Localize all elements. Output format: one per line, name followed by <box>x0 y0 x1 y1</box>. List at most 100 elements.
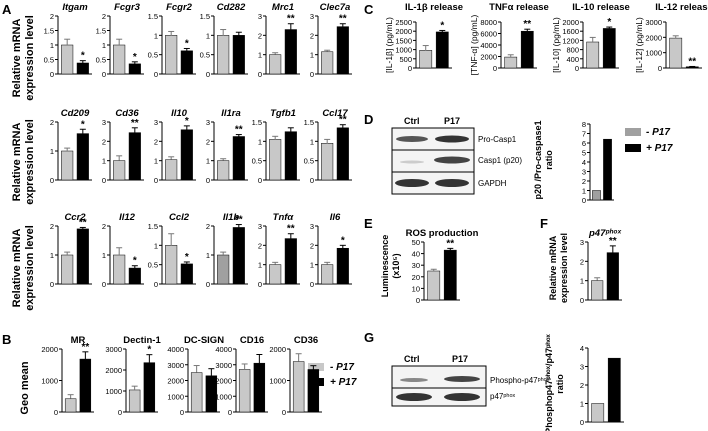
bar-ctrl <box>217 254 230 285</box>
legend-d-plus-swatch <box>625 144 641 152</box>
bar-p17 <box>336 127 349 181</box>
bar-p17 <box>128 132 141 181</box>
panel-label-f: F <box>540 216 548 231</box>
significance-label: ** <box>609 236 617 247</box>
y-tick-label: 3 <box>154 118 158 127</box>
y-tick-label: 2 <box>310 31 314 40</box>
ylabel-casp-line2: ratio <box>544 150 554 170</box>
bar-p17 <box>520 30 534 69</box>
y-tick-label: 2 <box>582 177 586 186</box>
y-tick-label: 500 <box>399 55 412 64</box>
bar-ctrl <box>61 254 74 285</box>
bar-ctrl <box>292 361 305 413</box>
chart-title: Mrc1 <box>272 2 294 13</box>
blot-d-band-gapdh-p17 <box>435 179 469 187</box>
chart-title: Tgfb1 <box>270 108 296 119</box>
panel-label-a: A <box>2 2 12 17</box>
y-tick-label: 0 <box>282 408 286 417</box>
y-tick-label: 0 <box>575 64 579 73</box>
chart-Itgam: Itgam 0 0.5 1 1.5 2 * <box>44 2 92 79</box>
y-tick-label: 0.5 <box>148 51 158 60</box>
chart-title: ROS production <box>406 228 479 239</box>
chart-Ccl2: Ccl2 0 0.5 1 1.5 * <box>148 212 196 289</box>
significance-label: ** <box>235 215 243 226</box>
bar-p17 <box>284 29 297 75</box>
chart-title: IL-12 release <box>655 2 708 13</box>
blot-d-row-casp1-p20: Casp1 (p20) <box>478 156 522 165</box>
chart-CD16: CD16 0 1000 2000 3000 4000 <box>215 335 268 417</box>
chart-title: Ccl17 <box>322 108 348 119</box>
chart-MR: MR 0 1000 2000 ** <box>41 335 94 417</box>
chart-Il1ra: Il1ra 0 1 2 3 ** <box>206 108 248 185</box>
significance-label: * <box>440 20 444 31</box>
y-tick-label: 2 <box>206 222 210 231</box>
bar-p17 <box>607 357 621 423</box>
ylabel-lum-line1: Luminescence <box>380 235 390 298</box>
blot-g-band-phos-ctrl <box>400 378 428 382</box>
y-tick-label: 8000 <box>480 18 497 27</box>
chart-p47: p47ᵖʰᵒˣ 0 1 2 3 ** <box>580 228 622 305</box>
y-tick-label: 2 <box>50 222 54 231</box>
y-tick-label: 1 <box>310 261 314 270</box>
chart-title: Ccr2 <box>64 212 86 223</box>
blot-g-lane-p17: P17 <box>452 354 468 364</box>
y-tick-label: 0 <box>310 176 314 185</box>
bar-ctrl <box>217 160 230 181</box>
y-tick-label: 2 <box>102 222 106 231</box>
significance-label: ** <box>523 19 531 30</box>
chart-title: Itgam <box>62 2 88 13</box>
bar-p17 <box>76 228 89 285</box>
bar-p17 <box>284 238 297 285</box>
chart-Cd209: Cd209 0 1 2 * <box>50 108 92 185</box>
blot-d-band-gapdh-ctrl <box>395 179 429 187</box>
y-tick-label: 3 <box>102 118 106 127</box>
y-tick-label: 0 <box>206 176 210 185</box>
chart-DCSIGN: DC-SIGN 0 1000 2000 3000 4000 <box>167 335 224 417</box>
y-tick-label: 0 <box>102 280 106 289</box>
blot-d-lane-p17: P17 <box>444 116 460 126</box>
legend-b-minus-swatch <box>308 363 324 371</box>
y-tick-label: 2 <box>310 241 314 250</box>
significance-label: * <box>133 256 137 267</box>
y-tick-label: 3 <box>206 118 210 127</box>
y-tick-label: 8 <box>582 120 586 129</box>
y-tick-label: 1 <box>154 31 158 40</box>
chart-Il1b: Il1b 0 1 2 ** <box>206 212 248 289</box>
chart-IL12_rel: IL-12 release 0 1000 2000 3000[IL-12] (pg/mL… <box>634 2 708 73</box>
y-tick-label: 1 <box>102 157 106 166</box>
y-tick-label: 1000 <box>41 377 58 386</box>
y-tick-label: 0 <box>154 70 158 79</box>
y-tick-label: 1 <box>154 241 158 250</box>
y-tick-label: 0.5 <box>96 56 106 65</box>
y-tick-label: 0 <box>408 64 412 73</box>
y-tick-label: 0 <box>582 196 586 205</box>
chart-title: Il6 <box>330 212 341 223</box>
y-tick-label: 0 <box>658 64 662 73</box>
ylabel-casp-ratio: p20 /Pro-caspase1 ratio <box>533 120 554 199</box>
chart-title: TNFα release <box>489 2 549 13</box>
blot-d: Ctrl P17 Pro-Casp1 Casp1 (p20) GAPDH <box>391 116 522 195</box>
y-tick-label: 0.5 <box>304 157 314 166</box>
y-tick-label: 3 <box>310 222 314 231</box>
significance-label: ** <box>688 56 696 67</box>
bar-ctrl <box>321 143 334 181</box>
bar-ctrl <box>669 37 683 69</box>
chart-Tgfb1: Tgfb1 0 0.5 1 1.5 <box>252 108 300 185</box>
bar-p17 <box>232 35 245 75</box>
chart-Il6: Il6 0 1 2 3 * <box>310 212 352 289</box>
bar-p17 <box>79 358 92 413</box>
chart-IL10_rel: IL-10 release 0400800120016002000[IL-10] … <box>551 2 630 73</box>
y-tick-label: 1000 <box>395 46 412 55</box>
bar-ctrl <box>190 372 203 413</box>
y-tick-label: 1 <box>50 147 54 156</box>
ylabel-f-line2: expression level <box>559 233 569 303</box>
y-tick-label: 3000 <box>645 18 662 27</box>
blot-d-band-p20-p17 <box>434 156 470 164</box>
y-tick-label: 1.5 <box>96 27 106 36</box>
bar-p17 <box>232 227 245 285</box>
y-tick-label: 2 <box>102 12 106 21</box>
significance-label: ** <box>235 125 243 136</box>
chart-CD36: CD36 0 1000 2000 <box>269 335 322 417</box>
significance-label: ** <box>79 217 87 228</box>
ylabel-row1: Relative mRNA expression level <box>11 15 36 101</box>
